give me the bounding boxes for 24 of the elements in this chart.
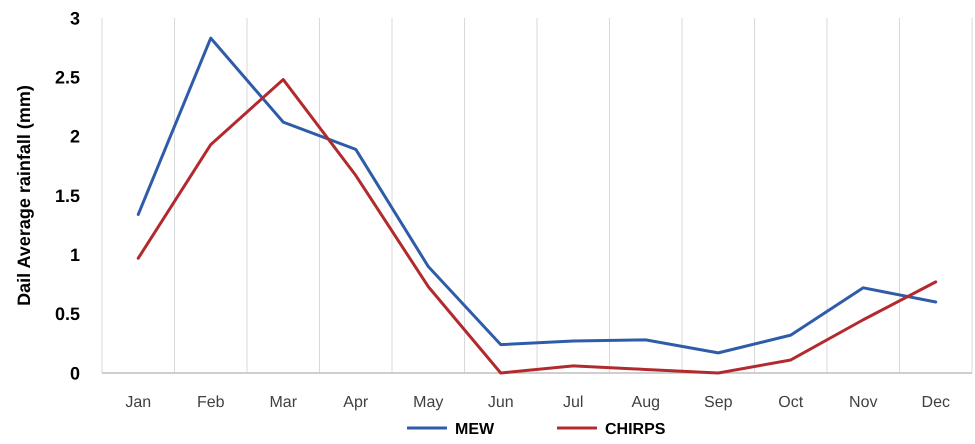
x-tick-label: Jun bbox=[488, 394, 514, 411]
x-tick-label: Apr bbox=[343, 394, 369, 411]
x-tick-label: Mar bbox=[269, 394, 298, 411]
legend-label: MEW bbox=[455, 421, 495, 438]
y-tick-label: 0.5 bbox=[54, 304, 80, 324]
x-tick-label: Jan bbox=[125, 394, 152, 411]
x-tick-label: May bbox=[413, 394, 444, 411]
x-tick-label: Jul bbox=[563, 394, 584, 411]
y-tick-label: 2.5 bbox=[54, 67, 80, 88]
x-tick-label: Dec bbox=[922, 394, 950, 411]
y-tick-label: 1 bbox=[70, 244, 80, 265]
y-tick-label: 2 bbox=[70, 126, 80, 147]
line-series bbox=[136, 36, 938, 354]
x-tick-label: Nov bbox=[849, 394, 878, 411]
y-tick-label: 0 bbox=[70, 363, 80, 384]
legend-label: CHIRPS bbox=[605, 421, 666, 438]
x-tick-label: Aug bbox=[632, 394, 660, 411]
y-tick-label: 3 bbox=[70, 8, 80, 28]
line-series bbox=[136, 78, 938, 374]
y-axis-title: Dail Average rainfall (mm) bbox=[14, 85, 34, 306]
y-tick-label: 1.5 bbox=[54, 186, 80, 206]
x-tick-label: Oct bbox=[778, 394, 804, 411]
x-tick-label: Sep bbox=[704, 394, 733, 411]
x-tick-label: Feb bbox=[196, 394, 225, 411]
